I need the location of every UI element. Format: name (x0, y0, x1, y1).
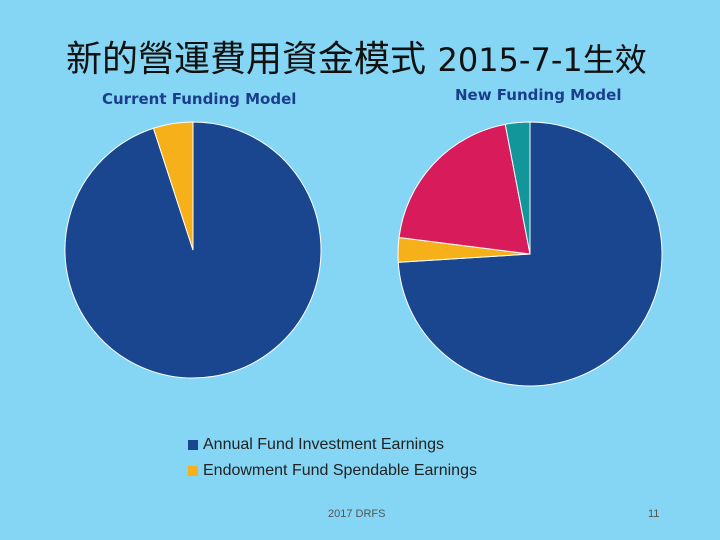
slide-title: 新的營運費用資金模式 2015-7-1生效 (66, 30, 647, 82)
legend-item-endowment: Endowment Fund Spendable Earnings (188, 458, 477, 484)
legend-label-annual: Annual Fund Investment Earnings (203, 436, 445, 453)
new-model-pie (397, 121, 663, 387)
footer-text: 2017 DRFS (328, 508, 386, 520)
legend-item-annual: Annual Fund Investment Earnings (188, 432, 477, 458)
title-main: 新的營運費用資金模式 (66, 39, 427, 80)
legend-label-endowment: Endowment Fund Spendable Earnings (203, 462, 477, 479)
new-model-title: New Funding Model (455, 86, 622, 104)
current-model-pie (64, 121, 322, 379)
new-model-slice-2 (398, 123, 531, 255)
page-number: 11 (648, 508, 660, 520)
new-model-slice-3 (504, 121, 531, 255)
legend: Annual Fund Investment Earnings Endowmen… (188, 432, 477, 484)
title-date: 2015-7-1生效 (437, 41, 647, 79)
legend-swatch-endowment (188, 466, 198, 476)
legend-swatch-annual (188, 440, 198, 450)
current-model-title: Current Funding Model (102, 90, 297, 108)
current-model-slice-1 (152, 121, 194, 251)
